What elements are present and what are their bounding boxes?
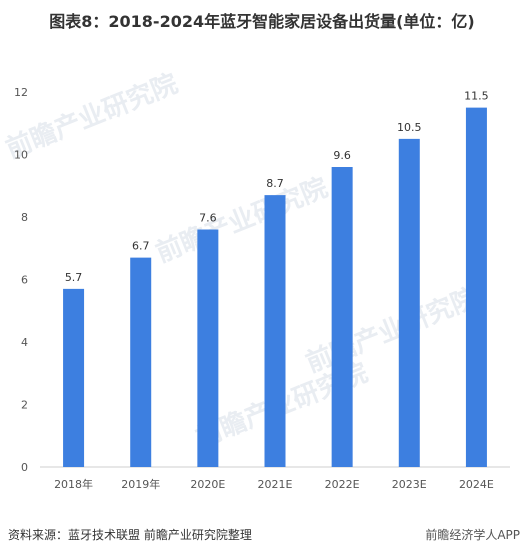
- x-tick-label: 2019年: [121, 477, 160, 491]
- y-tick-label: 10: [14, 149, 28, 162]
- y-tick-label: 0: [21, 461, 28, 474]
- y-tick-label: 8: [21, 211, 28, 224]
- bar-chart: 0 2 4 6 8 10 12 5.7 2018年 6.7 2019年 7.6 2020E 8.7 2021…: [14, 86, 510, 491]
- bar: [63, 288, 85, 467]
- y-tick-label: 4: [21, 336, 28, 349]
- data-label: 9.6: [333, 149, 351, 162]
- bar: [197, 229, 219, 467]
- y-tick-label: 6: [21, 274, 28, 287]
- bar: [331, 167, 353, 467]
- x-tick-label: 2021E: [258, 478, 293, 491]
- data-label: 6.7: [132, 240, 150, 253]
- x-tick-label: 2023E: [392, 478, 427, 491]
- y-tick-label: 12: [14, 86, 28, 99]
- bar: [130, 257, 152, 467]
- data-label: 7.6: [199, 212, 217, 225]
- chart-title: 图表8：2018-2024年蓝牙智能家居设备出货量(单位：亿): [49, 12, 475, 31]
- x-tick-label: 2018年: [54, 477, 93, 491]
- x-tick-label: 2022E: [325, 478, 360, 491]
- bar: [264, 195, 286, 467]
- x-tick-label: 2024E: [459, 478, 494, 491]
- bar: [398, 138, 420, 467]
- y-tick-label: 2: [21, 399, 28, 412]
- x-tick-label: 2020E: [190, 478, 225, 491]
- data-label: 5.7: [65, 271, 83, 284]
- source-note: 资料来源：蓝牙技术联盟 前瞻产业研究院整理: [8, 528, 252, 542]
- data-label: 10.5: [397, 121, 422, 134]
- publisher-label: 前瞻经济学人APP: [425, 528, 520, 542]
- bar: [465, 107, 487, 467]
- data-label: 8.7: [266, 177, 284, 190]
- data-label: 11.5: [464, 90, 489, 103]
